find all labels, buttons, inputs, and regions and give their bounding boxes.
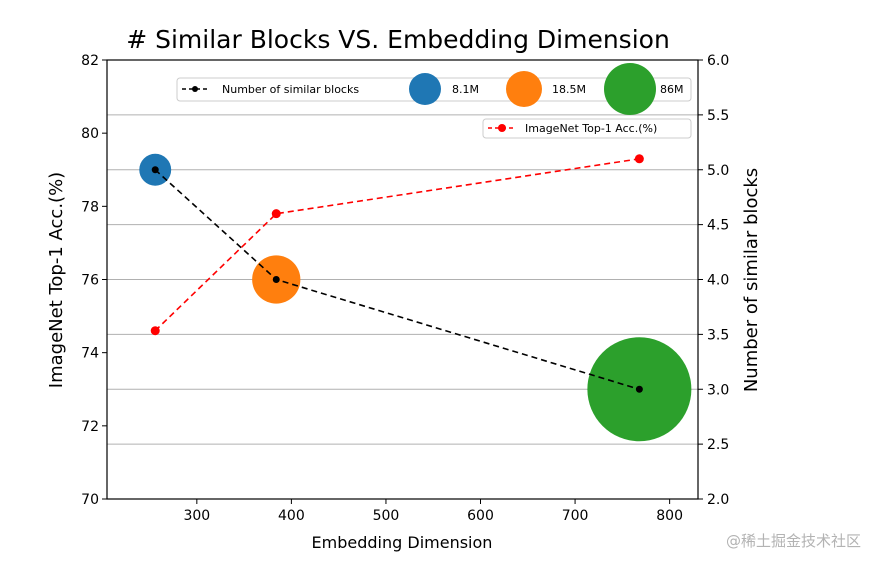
legend-bubble-86m-label: 86M [660,83,684,96]
y-left-tick-label-1: 72 [81,419,99,435]
y-right-tick-label-4: 4.0 [707,273,729,289]
y-right-tick-label-7: 5.5 [707,108,729,124]
x-tick-label-3: 600 [467,508,494,524]
y-axis-right-label: Number of similar blocks [741,168,762,392]
bubbles-layer [139,153,692,442]
y-left-tick-label-6: 82 [81,53,99,69]
chart-title: # Similar Blocks VS. Embedding Dimension [126,25,670,54]
y-right-tick-label-1: 2.5 [707,437,729,453]
x-tick-label-0: 300 [183,508,210,524]
y-left-tick-label-4: 78 [81,199,99,215]
y-left-tick-label-2: 74 [81,346,99,362]
legend-bubble-8m [409,73,441,105]
axis-ticks: 300 400 500 600 700 800 70 72 74 76 78 80 82 2.0 2.5 3.… [81,53,729,524]
series-1-point-0 [150,326,160,336]
legend-acc-marker [498,124,506,132]
series-1-point-2 [634,154,644,164]
legend-upper: Number of similar blocks 8.1M 18.5M 86M [176,63,692,115]
watermark: @稀土掘金技术社区 [725,532,861,550]
y-right-tick-label-2: 3.0 [707,382,729,398]
legend-lower-box [482,118,692,139]
legend-acc-label: ImageNet Top-1 Acc.(%) [525,122,657,135]
series-layer [150,154,644,393]
x-tick-label-2: 500 [373,508,400,524]
y-right-tick-label-8: 6.0 [707,53,729,69]
y-left-tick-label-5: 80 [81,126,99,142]
series-0-point-0 [151,166,159,174]
legend-bubble-8m-label: 8.1M [452,83,479,96]
grid-lines [107,114,698,445]
x-axis-label: Embedding Dimension [312,533,493,552]
legend-blocks-label: Number of similar blocks [222,83,359,96]
series-1-point-1 [271,209,281,219]
x-tick-label-1: 400 [278,508,305,524]
legend-bubble-18m [506,71,542,107]
legend-blocks-marker [192,86,198,92]
series-line-1 [154,158,640,332]
y-right-tick-label-5: 4.5 [707,218,729,234]
legend-bubble-18m-label: 18.5M [552,83,586,96]
y-axis-left-label: ImageNet Top-1 Acc.(%) [46,172,67,388]
legend-bubble-86m [604,63,656,115]
legend-lower: ImageNet Top-1 Acc.(%) [482,118,692,139]
series-0-point-2 [635,385,643,393]
y-left-tick-label-0: 70 [81,492,99,508]
x-tick-label-5: 800 [656,508,683,524]
y-right-tick-label-3: 3.5 [707,327,729,343]
series-0-point-1 [272,276,280,283]
x-tick-label-4: 700 [562,508,589,524]
y-right-tick-label-0: 2.0 [707,492,729,508]
y-right-tick-label-6: 5.0 [707,163,729,179]
y-left-tick-label-3: 76 [81,273,99,289]
